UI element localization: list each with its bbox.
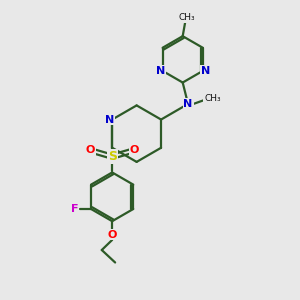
Text: O: O <box>85 145 95 155</box>
Text: F: F <box>71 204 79 214</box>
Text: N: N <box>156 66 165 76</box>
Text: S: S <box>108 150 117 163</box>
Text: N: N <box>183 99 193 109</box>
Text: N: N <box>200 66 210 76</box>
Text: O: O <box>107 230 117 240</box>
Text: N: N <box>105 115 114 124</box>
Text: CH₃: CH₃ <box>179 13 196 22</box>
Text: CH₃: CH₃ <box>204 94 221 103</box>
Text: O: O <box>130 145 139 155</box>
